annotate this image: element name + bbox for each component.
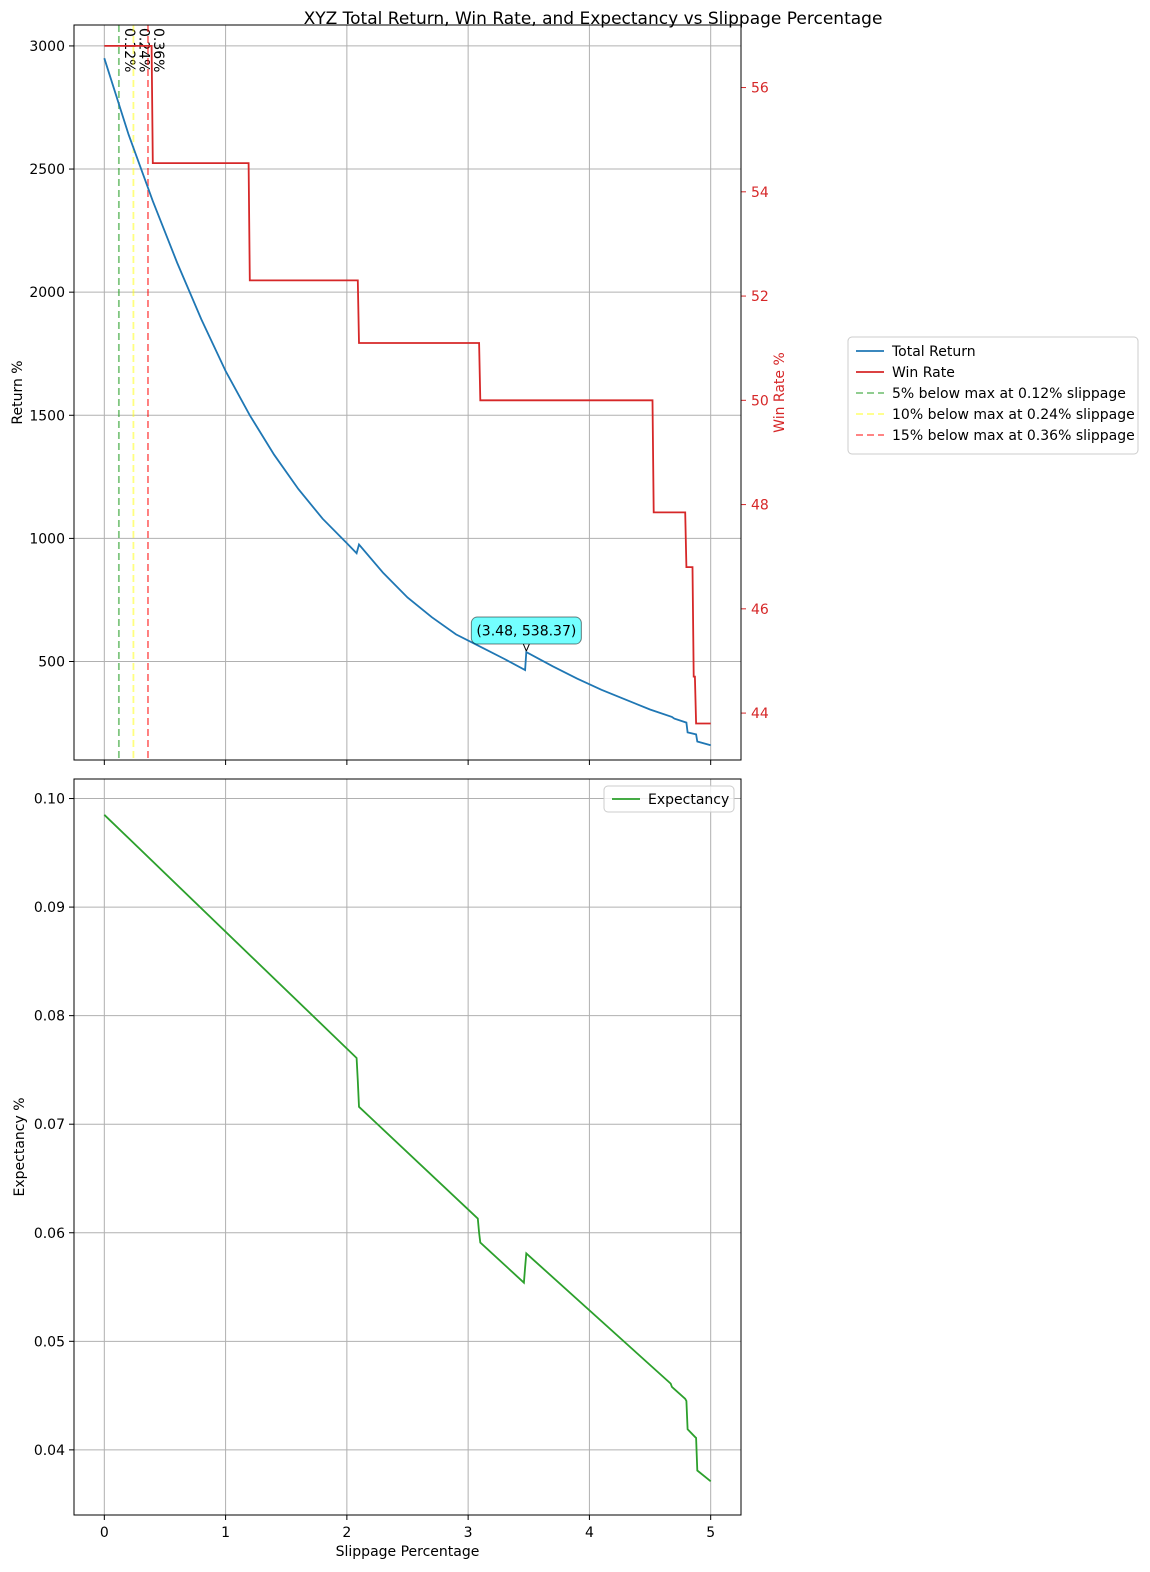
top-frame xyxy=(73,24,742,761)
top-ytick-label: 2000 xyxy=(29,285,65,301)
top-y2label: Win Rate % xyxy=(772,352,788,433)
bottom-xtick-label: 5 xyxy=(706,1525,715,1541)
top-y2tick-label: 50 xyxy=(751,393,769,409)
top-y2tick-label: 56 xyxy=(751,81,769,97)
annotation-text: (3.48, 538.37) xyxy=(476,624,576,640)
bottom-xtick-label: 4 xyxy=(585,1525,594,1541)
vline-label-0: 0.12% xyxy=(121,28,137,72)
legend-top-label-1: Win Rate xyxy=(892,365,955,381)
vline-label-2: 0.36% xyxy=(150,28,166,72)
series-win-rate xyxy=(104,45,711,725)
legend-top-label-4: 15% below max at 0.36% slippage xyxy=(892,428,1135,444)
bottom-ytick-label: 0.06 xyxy=(34,1226,65,1242)
bottom-xtick-label: 0 xyxy=(100,1525,109,1541)
top-ytick-label: 1000 xyxy=(29,531,65,547)
series-total-return xyxy=(103,57,711,747)
bottom-xtick-label: 2 xyxy=(342,1525,351,1541)
bottom-panel: 0 1 2 3 4 5 0.04 0.05 0.06 0.07 0.08 0.09 0.10 Slippa… xyxy=(12,778,742,1560)
vline-label-1: 0.24% xyxy=(135,28,151,72)
top-ytick-label: 1500 xyxy=(29,408,65,424)
top-y2tick-label: 44 xyxy=(751,706,769,722)
bottom-ytick-label: 0.09 xyxy=(34,900,65,916)
top-ytick-label: 500 xyxy=(38,655,65,671)
top-y2tick-label: 48 xyxy=(751,498,769,514)
top-ytick-label: 2500 xyxy=(29,162,65,178)
bottom-ytick-label: 0.05 xyxy=(34,1334,65,1350)
bottom-ylabel: Expectancy % xyxy=(12,1097,28,1196)
top-ytick-label: 3000 xyxy=(29,39,65,55)
legend-top-box xyxy=(847,336,1139,455)
legend-top-label-2: 5% below max at 0.12% slippage xyxy=(892,386,1126,402)
bottom-xlabel: Slippage Percentage xyxy=(336,1544,480,1560)
top-y2tick-label: 52 xyxy=(751,289,769,305)
bottom-ytick-label: 0.07 xyxy=(34,1117,65,1133)
series-expectancy xyxy=(103,814,712,1483)
legend-top: Total Return Win Rate 5% below max at 0.12… xyxy=(847,336,1139,455)
top-y2tick-label: 46 xyxy=(751,602,769,618)
legend-bottom-label-0: Expectancy xyxy=(648,792,729,808)
bottom-ytick-label: 0.10 xyxy=(34,792,65,808)
top-panel: 500 1000 1500 2000 2500 3000 44 46 48 50 52 54 56 0.1… xyxy=(10,24,788,765)
top-ylabel: Return % xyxy=(10,360,26,424)
legend-top-label-0: Total Return xyxy=(891,344,976,360)
legend-bottom: Expectancy xyxy=(603,785,735,813)
bottom-xtick-label: 1 xyxy=(221,1525,230,1541)
legend-top-label-3: 10% below max at 0.24% slippage xyxy=(892,407,1135,423)
bottom-frame xyxy=(73,778,742,1516)
annotation-box xyxy=(470,616,582,645)
chart-title: XYZ Total Return, Win Rate, and Expectan… xyxy=(304,9,883,29)
bottom-xtick-label: 3 xyxy=(464,1525,473,1541)
bottom-ytick-label: 0.04 xyxy=(34,1443,65,1459)
legend-bottom-box xyxy=(603,785,735,813)
annotation-arrow xyxy=(522,643,530,652)
top-y2tick-label: 54 xyxy=(751,185,769,201)
bottom-ytick-label: 0.08 xyxy=(34,1009,65,1025)
